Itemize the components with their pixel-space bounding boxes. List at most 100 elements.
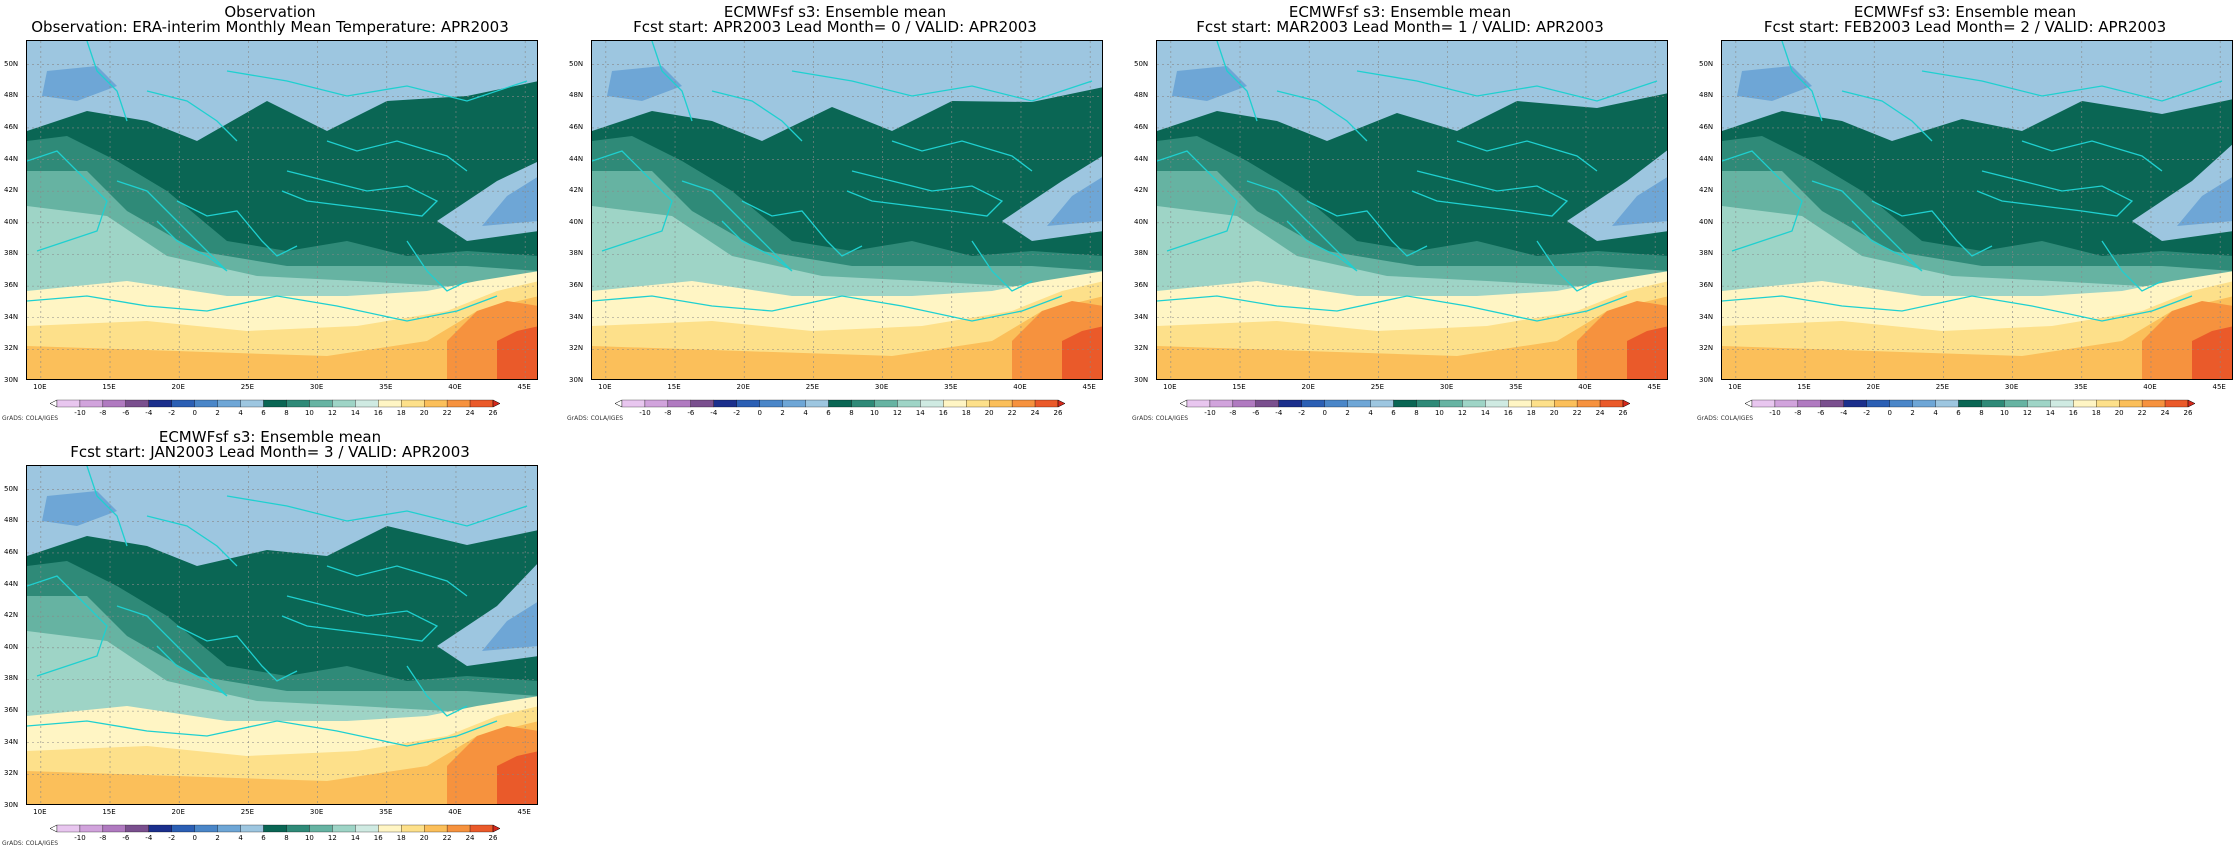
x-tick-label: 30E (309, 383, 324, 391)
contour-map-svg (27, 466, 537, 804)
colorbar: -10 -8 -6 -4 -2 0 2 4 6 8 10 12 14 16 18 20 22 24 26 (1179, 399, 1631, 417)
colorbar-swatch (309, 824, 333, 833)
colorbar-swatch (286, 824, 310, 833)
colorbar: -10 -8 -6 -4 -2 0 2 4 6 8 10 12 14 16 18 20 22 24 26 (49, 824, 501, 842)
contour-map-svg (1722, 41, 2232, 379)
colorbar-level-label: 6 (261, 834, 266, 842)
colorbar-swatch (1599, 399, 1624, 408)
coastline (1976, 170, 2134, 217)
contour-band-blue (1172, 66, 1247, 101)
colorbar: -10 -8 -6 -4 -2 0 2 4 6 8 10 12 14 16 18 20 22 24 26 (1744, 399, 2196, 417)
colorbar-swatch (713, 399, 737, 408)
colorbar-swatch (805, 399, 829, 408)
colorbar-level-label: 14 (916, 409, 925, 417)
contour-band-blue (1612, 177, 1667, 226)
colorbar-swatch (102, 824, 126, 833)
panel-title: ECMWFsf s3: Ensemble mean (158, 428, 382, 446)
colorbar-arrow-right (492, 824, 501, 833)
colorbar-level-label: 14 (1481, 409, 1490, 417)
coastline (2021, 140, 2163, 172)
y-tick-label: 34N (4, 312, 19, 321)
colorbar-level-label: 16 (939, 409, 948, 417)
colorbar-swatch (309, 399, 333, 408)
contour-band-light-blue (27, 41, 537, 141)
x-tick-label: 40E (1578, 383, 1592, 391)
coastline (1536, 240, 1598, 292)
coastline (1306, 200, 1428, 257)
colorbar-swatch (2119, 399, 2143, 408)
colorbar-level-label: 0 (1322, 409, 1326, 417)
coastline (146, 515, 238, 567)
colorbar-swatch (1820, 399, 1844, 408)
colorbar-level-label: 0 (192, 834, 196, 842)
y-tick-label: 38N (569, 249, 584, 258)
coastline (281, 170, 439, 217)
panel-title: Observation (224, 3, 316, 21)
colorbar-level-label: 18 (962, 409, 971, 417)
coastline (891, 140, 1033, 172)
colorbar-level-label: 18 (2092, 409, 2101, 417)
x-tick-label: 15E (1232, 383, 1246, 391)
y-tick-label: 36N (4, 706, 19, 715)
coastline (1456, 140, 1598, 172)
colorbar-level-label: 20 (2115, 409, 2124, 417)
y-tick-label: 50N (569, 59, 584, 68)
y-tick-label: 30N (4, 801, 19, 809)
colorbar-level-label: 6 (1956, 409, 1961, 417)
coastline (1722, 295, 2193, 322)
colorbar-swatch (1508, 399, 1532, 408)
colorbar-swatch (943, 399, 967, 408)
colorbar-level-label: 0 (192, 409, 196, 417)
colorbar-level-label: -2 (1298, 409, 1305, 417)
contour-band-light-blue (592, 41, 1102, 141)
colorbar-level-label: 22 (2138, 409, 2147, 417)
colorbar-level-label: 10 (870, 409, 879, 417)
x-tick-label: 20E (171, 808, 185, 816)
coastline (1157, 150, 1238, 252)
colorbar-swatch (1324, 399, 1348, 408)
colorbar-level-label: -10 (1769, 409, 1780, 417)
colorbar-swatch (401, 399, 425, 408)
coastline (406, 665, 468, 717)
colorbar-level-label: -10 (74, 409, 85, 417)
grads-credit: GrADS: COLA/IGES (567, 415, 624, 422)
colorbar-level-label: 10 (2000, 409, 2009, 417)
contour-band-light-blue (1157, 41, 1667, 141)
colorbar: -10 -8 -6 -4 -2 0 2 4 6 8 10 12 14 16 18 20 22 24 26 (614, 399, 1066, 417)
coastline (226, 70, 528, 102)
y-tick-label: 34N (569, 312, 584, 321)
colorbar-swatch (1034, 399, 1059, 408)
contour-band-blue (42, 491, 117, 526)
colorbar-swatch (263, 399, 287, 408)
colorbar-level-label: 2 (1910, 409, 1914, 417)
colorbar-level-label: 26 (1619, 409, 1628, 417)
y-tick-label: 42N (1134, 186, 1149, 195)
coastline (146, 90, 238, 142)
x-tick-label: 15E (1797, 383, 1811, 391)
x-tick-label: 30E (2004, 383, 2019, 391)
x-tick-label: 35E (1509, 383, 1523, 391)
colorbar-swatch (1347, 399, 1371, 408)
contour-band-red (2192, 326, 2232, 379)
panel-title: ECMWFsf s3: Ensemble mean (1853, 3, 2077, 21)
y-tick-label: 46N (4, 547, 19, 556)
colorbar-swatch (2141, 399, 2166, 408)
colorbar-level-label: 8 (1414, 409, 1418, 417)
colorbar-level-label: 24 (1596, 409, 1605, 417)
colorbar-swatch (1439, 399, 1463, 408)
y-tick-label: 32N (4, 344, 19, 353)
x-tick-label: 40E (448, 383, 462, 391)
temperature-map (1156, 40, 1668, 380)
colorbar-swatch (424, 399, 448, 408)
colorbar-level-label: 26 (489, 409, 498, 417)
contour-band-blue (482, 602, 537, 651)
colorbar-level-label: -4 (1840, 409, 1848, 417)
colorbar-swatch (1912, 399, 1936, 408)
y-tick-label: 48N (4, 516, 19, 525)
colorbar-swatch (217, 399, 241, 408)
colorbar-level-label: 0 (757, 409, 761, 417)
colorbar-level-label: 20 (1550, 409, 1559, 417)
x-tick-label: 10E (1163, 383, 1177, 391)
x-tick-label: 45E (517, 383, 531, 391)
contour-band-orange-light (1157, 296, 1667, 379)
